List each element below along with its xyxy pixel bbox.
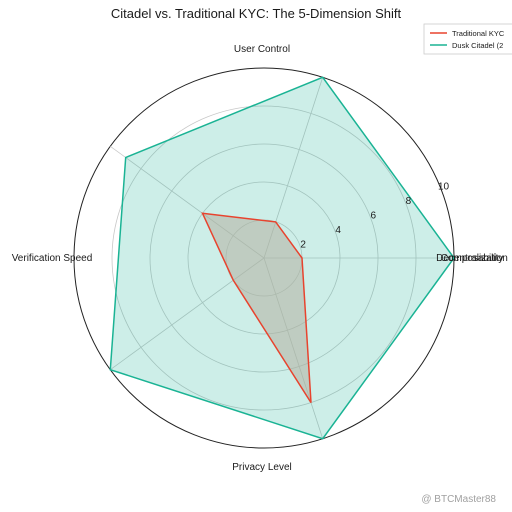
series-line-dusk-citadel — [109, 76, 455, 440]
radial-tick-8: 8 — [406, 196, 412, 207]
axis-label-2: User Control — [234, 44, 290, 55]
watermark-text: @ BTCMaster88 — [421, 494, 496, 505]
axis-label-1: Composability — [441, 253, 504, 264]
legend-label-traditional-kyc: Traditional KYC — [452, 29, 505, 38]
radial-tick-6: 6 — [371, 210, 377, 221]
legend-label-dusk-citadel: Dusk Citadel (2 — [452, 41, 503, 50]
series-area-traditional-kyc — [202, 213, 311, 403]
radial-tick-10: 10 — [438, 181, 450, 192]
legend: Traditional KYC Dusk Citadel (2 — [423, 23, 512, 55]
axis-label-5: Decentralization — [436, 253, 508, 264]
series-layer — [109, 76, 455, 440]
radial-tick-2: 2 — [300, 240, 306, 251]
radial-ticks: 2 4 6 8 10 — [300, 181, 449, 250]
axis-label-4: Privacy Level — [232, 462, 291, 473]
axis-label-3: Verification Speed — [12, 253, 93, 264]
chart-title: Citadel vs. Traditional KYC: The 5-Dimen… — [111, 6, 402, 21]
legend-box — [423, 23, 512, 55]
axis-labels: Composability User Control Verification Sp… — [12, 44, 508, 473]
radial-tick-4: 4 — [335, 225, 341, 236]
series-line-traditional-kyc — [201, 212, 312, 404]
